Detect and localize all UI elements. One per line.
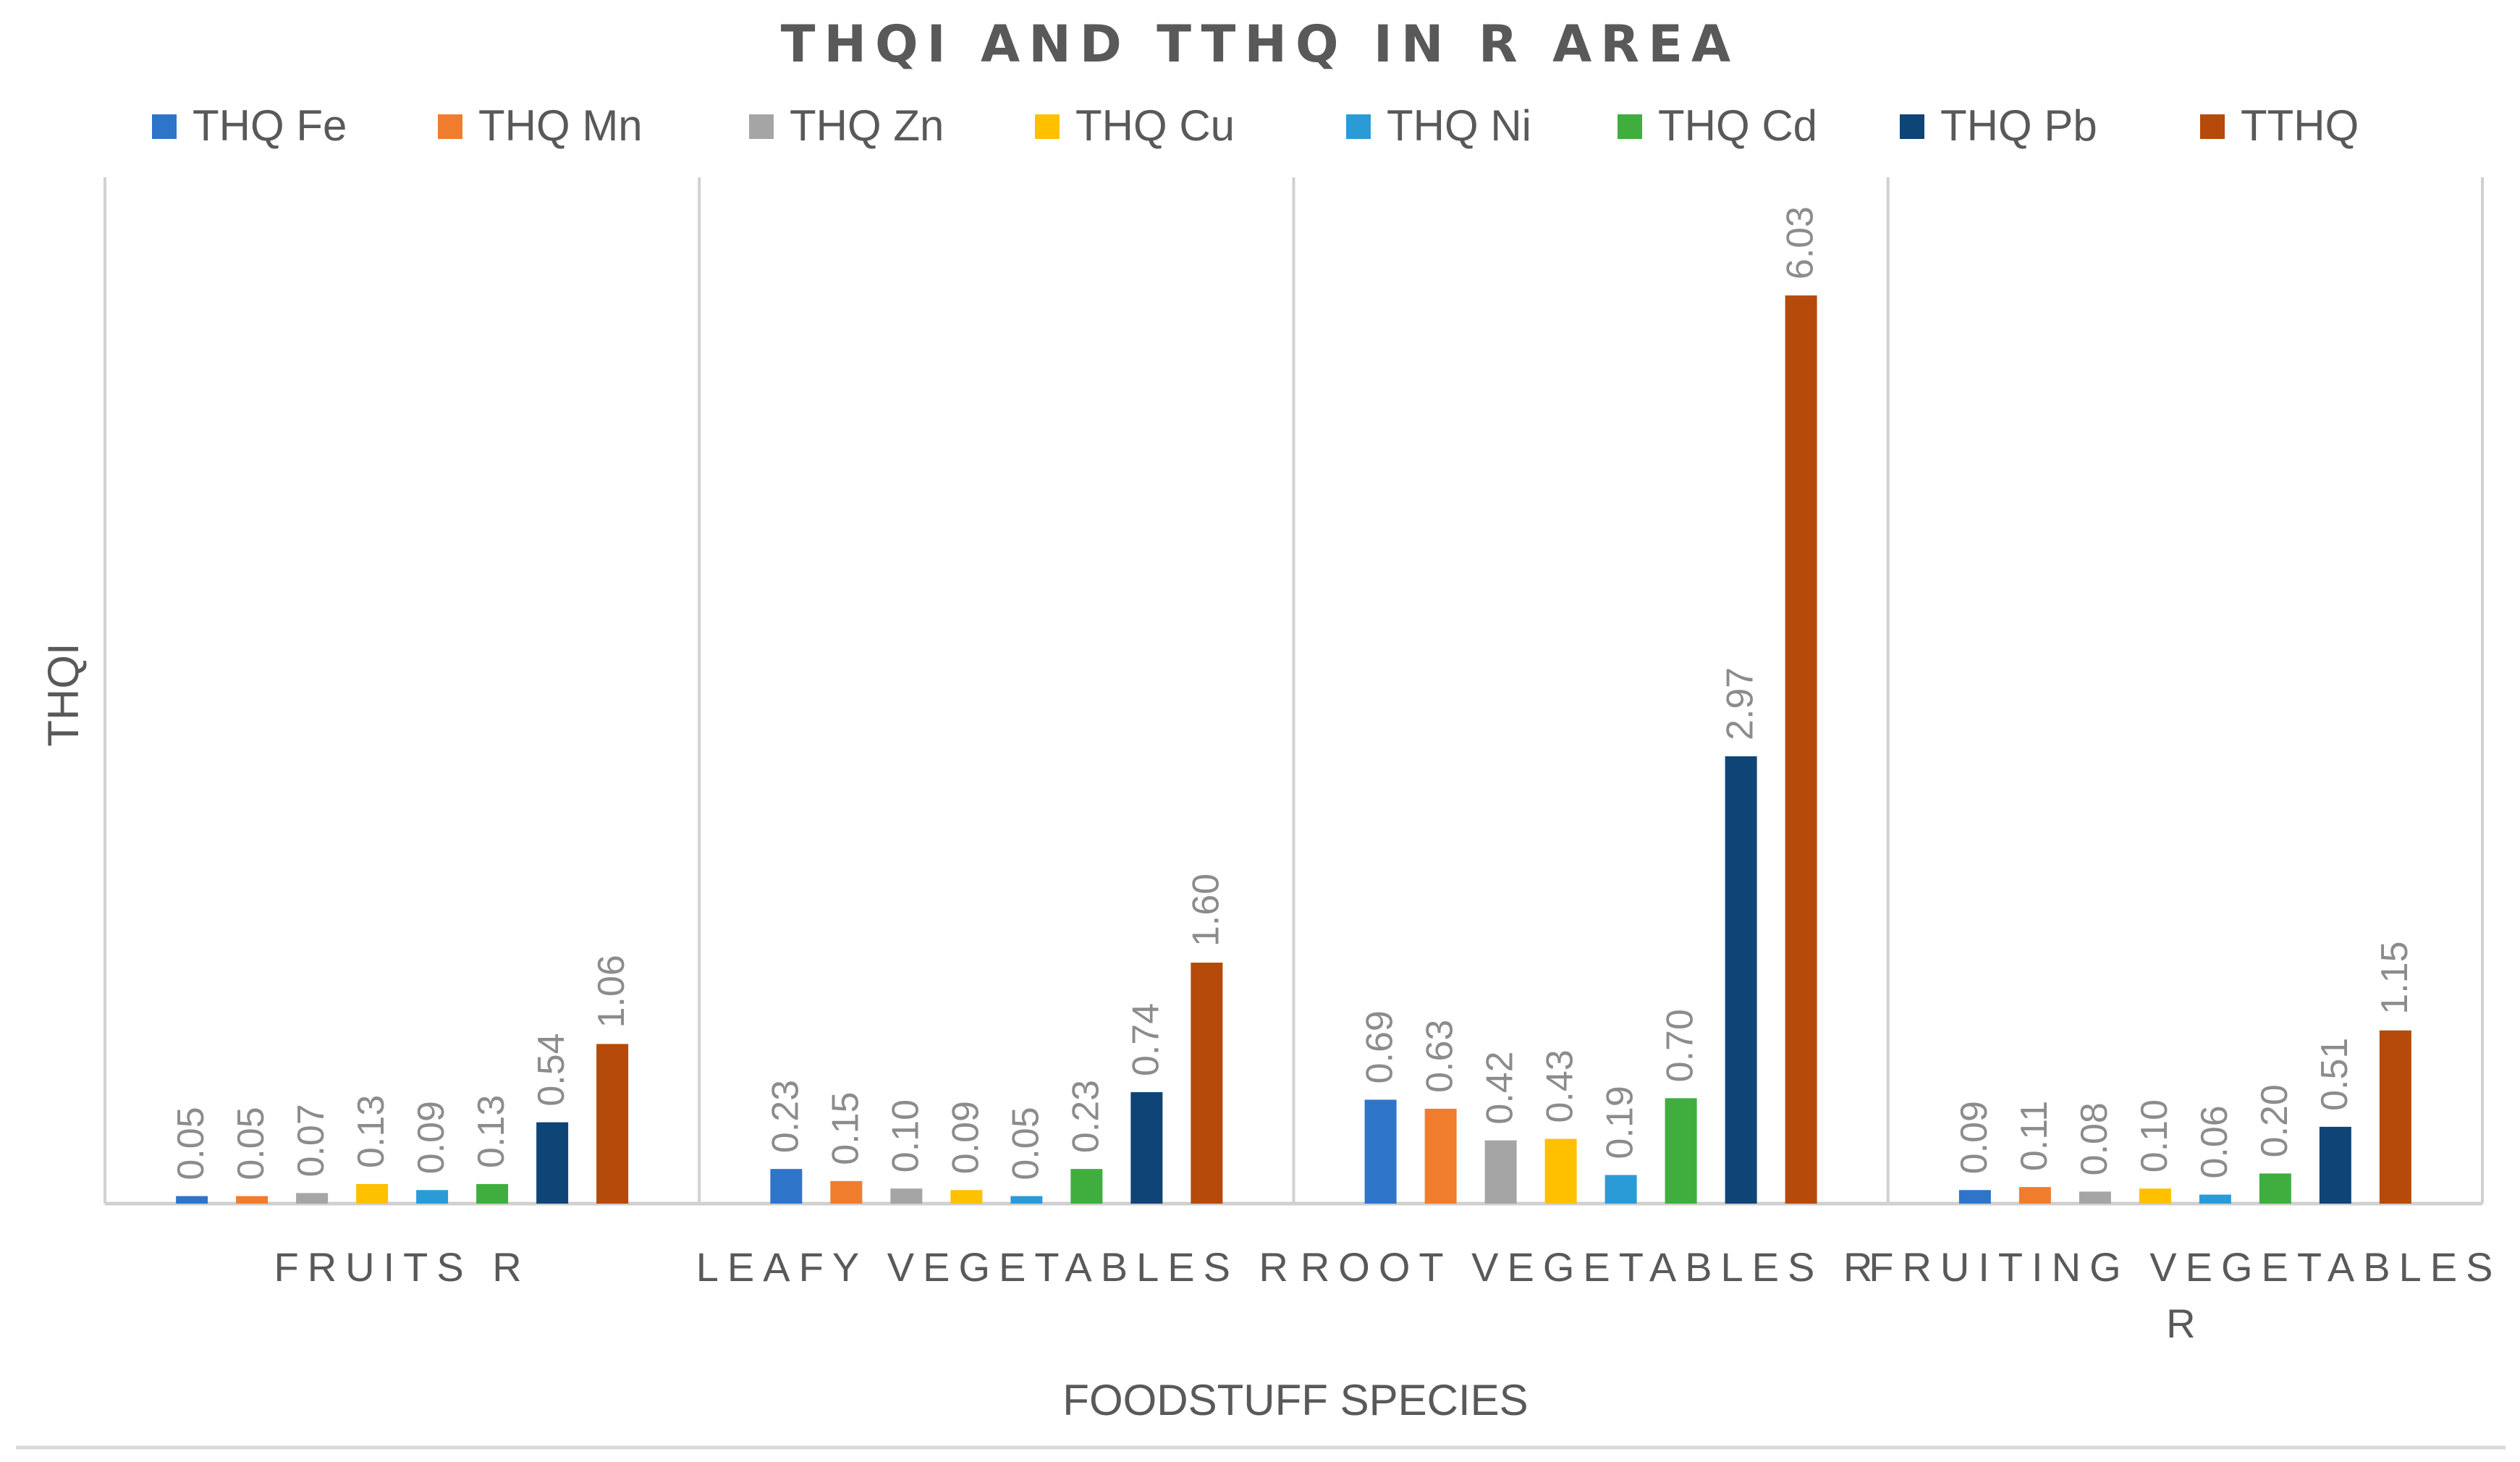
data-label-thq-fe-fruiting-vegetables-r: 0.09 xyxy=(1953,1101,1995,1174)
bar-thq-fe-fruiting-vegetables-r xyxy=(1958,1190,1991,1204)
bar-tthq-fruits-r xyxy=(596,1044,629,1204)
legend-label-tthq: TTHQ xyxy=(2241,101,2359,150)
bar-thq-zn-leafy-vegetables-r xyxy=(890,1188,923,1204)
bar-thq-mn-fruiting-vegetables-r xyxy=(2018,1187,2051,1204)
data-label-thq-mn-fruits-r: 0.05 xyxy=(230,1107,272,1180)
legend-swatch-thq-cd xyxy=(1618,114,1642,139)
bar-thq-pb-leafy-vegetables-r xyxy=(1130,1092,1163,1204)
data-label-thq-cu-leafy-vegetables-r: 0.09 xyxy=(944,1101,986,1174)
data-label-thq-cd-root-vegetables-r: 0.70 xyxy=(1659,1009,1701,1082)
data-label-thq-cu-root-vegetables-r: 0.43 xyxy=(1539,1049,1581,1123)
bar-thq-ni-root-vegetables-r xyxy=(1604,1175,1637,1204)
legend: THQ Fe THQ Mn THQ Zn THQ Cu THQ Ni THQ Cd THQ … xyxy=(152,101,2359,150)
category-label-leafy-vegetables-r: LEAFY VEGETABLES R xyxy=(696,1244,1297,1290)
bar-thq-cd-root-vegetables-r xyxy=(1665,1098,1697,1204)
data-label-thq-zn-root-vegetables-r: 0.42 xyxy=(1479,1051,1521,1124)
data-label-thq-fe-root-vegetables-r: 0.69 xyxy=(1359,1010,1401,1083)
bar-tthq-root-vegetables-r xyxy=(1785,295,1817,1204)
data-label-thq-pb-leafy-vegetables-r: 0.74 xyxy=(1125,1003,1167,1076)
data-label-thq-cd-leafy-vegetables-r: 0.23 xyxy=(1065,1080,1107,1153)
legend-label-thq-ni: THQ Ni xyxy=(1387,101,1531,150)
bar-thq-zn-root-vegetables-r xyxy=(1484,1140,1517,1204)
data-label-thq-pb-fruits-r: 0.54 xyxy=(530,1033,572,1106)
legend-swatch-thq-pb xyxy=(1900,114,1924,139)
data-label-thq-mn-leafy-vegetables-r: 0.15 xyxy=(824,1092,866,1165)
data-label-thq-zn-leafy-vegetables-r: 0.10 xyxy=(884,1099,926,1172)
data-label-thq-fe-leafy-vegetables-r: 0.23 xyxy=(764,1080,806,1153)
data-label-thq-ni-leafy-vegetables-r: 0.05 xyxy=(1005,1107,1047,1180)
data-label-thq-pb-fruiting-vegetables-r: 0.51 xyxy=(2314,1038,2356,1111)
legend-swatch-thq-fe xyxy=(152,114,177,139)
category-label-fruits-r: FRUITS R xyxy=(274,1244,530,1290)
legend-swatch-thq-ni xyxy=(1346,114,1371,139)
bar-thq-mn-leafy-vegetables-r xyxy=(830,1180,863,1204)
x-axis-title: FOODSTUFF SPECIES xyxy=(1062,1376,1528,1424)
bar-thq-fe-leafy-vegetables-r xyxy=(770,1169,803,1204)
data-label-thq-zn-fruits-r: 0.07 xyxy=(290,1104,332,1177)
legend-label-thq-cu: THQ Cu xyxy=(1075,101,1235,150)
data-label-thq-ni-root-vegetables-r: 0.19 xyxy=(1599,1086,1641,1159)
legend-label-thq-zn: THQ Zn xyxy=(790,101,944,150)
category-label-fruiting-vegetables-r: FRUITING VEGETABLES xyxy=(1869,1244,2501,1290)
legend-swatch-thq-mn xyxy=(438,114,462,139)
bar-thq-pb-root-vegetables-r xyxy=(1725,756,1757,1204)
bar-thq-cu-leafy-vegetables-r xyxy=(950,1190,983,1204)
bar-thq-ni-fruiting-vegetables-r xyxy=(2199,1194,2231,1204)
category-label-root-vegetables-r: ROOT VEGETABLES R xyxy=(1301,1244,1882,1290)
data-label-thq-zn-fruiting-vegetables-r: 0.08 xyxy=(2073,1102,2115,1175)
legend-swatch-thq-zn xyxy=(749,114,774,139)
bar-thq-fe-root-vegetables-r xyxy=(1364,1099,1397,1204)
legend-label-thq-mn: THQ Mn xyxy=(478,101,643,150)
bar-thq-mn-root-vegetables-r xyxy=(1424,1108,1457,1204)
data-label-thq-mn-fruiting-vegetables-r: 0.11 xyxy=(2013,1101,2055,1171)
bar-thq-zn-fruiting-vegetables-r xyxy=(2079,1191,2111,1204)
bar-tthq-leafy-vegetables-r xyxy=(1191,963,1223,1204)
bar-thq-fe-fruits-r xyxy=(176,1196,208,1204)
bar-thq-cd-leafy-vegetables-r xyxy=(1070,1169,1103,1204)
data-label-tthq-root-vegetables-r: 6.03 xyxy=(1780,206,1822,279)
data-label-thq-cd-fruits-r: 0.13 xyxy=(470,1095,512,1168)
category-label-fruiting-vegetables-r: R xyxy=(2166,1301,2204,1346)
data-label-thq-ni-fruiting-vegetables-r: 0.06 xyxy=(2194,1105,2236,1178)
plot-area: 0.05 0.05 0.07 0.13 0.09 0.13 0.54 1.06 FRUITS R… xyxy=(103,177,2501,1346)
bar-thq-cd-fruits-r xyxy=(476,1183,509,1204)
legend-label-thq-pb: THQ Pb xyxy=(1940,101,2097,150)
data-label-thq-cu-fruits-r: 0.13 xyxy=(350,1095,392,1168)
bar-tthq-fruiting-vegetables-r xyxy=(2379,1030,2411,1204)
data-label-thq-pb-root-vegetables-r: 2.97 xyxy=(1720,667,1762,740)
data-label-tthq-fruits-r: 1.06 xyxy=(591,955,633,1028)
bar-thq-ni-leafy-vegetables-r xyxy=(1010,1196,1043,1204)
bar-thq-ni-fruits-r xyxy=(416,1190,449,1204)
bar-thq-cu-root-vegetables-r xyxy=(1544,1138,1577,1204)
data-label-thq-ni-fruits-r: 0.09 xyxy=(410,1101,452,1174)
bar-thq-mn-fruits-r xyxy=(236,1196,269,1204)
data-label-tthq-leafy-vegetables-r: 1.60 xyxy=(1185,874,1227,947)
data-label-tthq-fruiting-vegetables-r: 1.15 xyxy=(2374,941,2416,1014)
data-label-thq-fe-fruits-r: 0.05 xyxy=(170,1107,212,1180)
bar-thq-pb-fruiting-vegetables-r xyxy=(2319,1126,2351,1204)
legend-swatch-tthq xyxy=(2200,114,2225,139)
bar-thq-pb-fruits-r xyxy=(536,1122,569,1204)
y-axis-title: THQI xyxy=(39,643,88,746)
legend-label-thq-cd: THQ Cd xyxy=(1658,101,1817,150)
bar-thq-cu-fruits-r xyxy=(356,1183,389,1204)
data-label-thq-mn-root-vegetables-r: 0.63 xyxy=(1419,1020,1461,1093)
legend-label-thq-fe: THQ Fe xyxy=(193,101,347,150)
chart-title: THQI AND TTHQ IN R AREA xyxy=(781,14,1739,74)
bar-thq-zn-fruits-r xyxy=(296,1193,329,1204)
bar-thq-cd-fruiting-vegetables-r xyxy=(2259,1173,2291,1204)
bar-thq-cu-fruiting-vegetables-r xyxy=(2139,1188,2171,1204)
legend-swatch-thq-cu xyxy=(1035,114,1060,139)
data-label-thq-cu-fruiting-vegetables-r: 0.10 xyxy=(2134,1099,2176,1172)
data-label-thq-cd-fruiting-vegetables-r: 0.20 xyxy=(2254,1084,2296,1157)
